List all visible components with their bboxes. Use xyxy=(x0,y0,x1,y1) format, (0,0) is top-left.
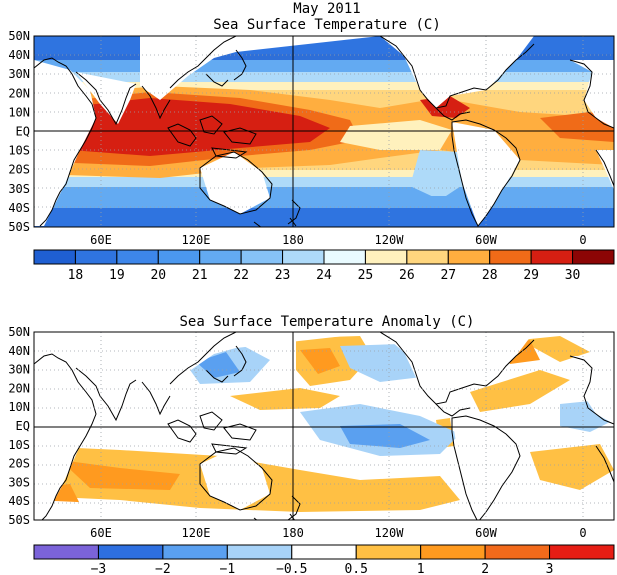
colorbar-label: 25 xyxy=(358,268,374,283)
anomaly-panel-title: Sea Surface Temperature Anomaly (C) xyxy=(179,314,474,330)
colorbar-swatch xyxy=(291,544,357,560)
colorbar-label: −3 xyxy=(91,562,107,575)
colorbar-swatch xyxy=(420,544,486,560)
colorbar-swatch xyxy=(323,249,366,265)
colorbar-label: −0.5 xyxy=(276,562,307,575)
lon-tick-label: 180 xyxy=(282,526,304,540)
lat-tick-label: 30N xyxy=(8,363,30,377)
lon-tick-label: 60E xyxy=(90,233,112,247)
lat-tick-label: 30S xyxy=(8,182,30,196)
lat-tick-label: 10N xyxy=(8,400,30,414)
colorbar-label: 24 xyxy=(316,268,332,283)
colorbar-swatch xyxy=(406,249,449,265)
colorbar-swatch xyxy=(240,249,284,265)
colorbar-swatch xyxy=(74,249,118,265)
colorbar-label: 0.5 xyxy=(344,562,367,575)
lat-tick-label: 20S xyxy=(8,163,30,177)
lat-tick-label: 20N xyxy=(8,86,30,100)
lat-tick-label: 40S xyxy=(8,494,30,508)
colorbar-label: 26 xyxy=(399,268,415,283)
anomaly-map-field xyxy=(34,332,614,520)
colorbar-label: 1 xyxy=(417,562,425,575)
colorbar-label: 28 xyxy=(482,268,498,283)
lat-tick-label: 50S xyxy=(8,513,30,527)
colorbar-swatch xyxy=(364,249,408,265)
colorbar-label: 30 xyxy=(565,268,581,283)
colorbar-swatch xyxy=(489,249,532,265)
lat-tick-label: 40N xyxy=(8,48,30,62)
lon-tick-label: 60W xyxy=(475,526,497,540)
lat-tick-label: 10S xyxy=(8,438,30,452)
sst-map-field xyxy=(34,36,614,227)
colorbar-label: 20 xyxy=(150,268,166,283)
lat-tick-label: 10S xyxy=(8,144,30,158)
colorbar-label: 27 xyxy=(440,268,456,283)
colorbar-label: 3 xyxy=(546,562,554,575)
sst-lat-labels: 50N 40N 30N 20N 10N EQ 10S 20S 30S 40S 50S xyxy=(8,29,30,234)
lon-tick-label: 60E xyxy=(90,526,112,540)
lat-tick-label: 40S xyxy=(8,201,30,215)
anomaly-lon-labels: 60E 120E 180 120W 60W 0 xyxy=(90,526,586,540)
lat-tick-label: EQ xyxy=(16,125,30,139)
lat-tick-label: 20S xyxy=(8,457,30,471)
lat-tick-label: 40N xyxy=(8,344,30,358)
lat-tick-label: 50N xyxy=(8,29,30,43)
lat-tick-label: 10N xyxy=(8,105,30,119)
lon-tick-label: 120E xyxy=(182,233,211,247)
sst-panel-title: Sea Surface Temperature (C) xyxy=(213,17,441,33)
lon-tick-label: 60W xyxy=(475,233,497,247)
lon-tick-label: 0 xyxy=(579,526,586,540)
colorbar-swatch xyxy=(549,544,615,560)
colorbar-swatch xyxy=(572,249,615,265)
lat-tick-label: 30S xyxy=(8,475,30,489)
lat-tick-label: EQ xyxy=(16,419,30,433)
lon-tick-label: 120W xyxy=(375,233,405,247)
colorbar-label: 19 xyxy=(109,268,125,283)
colorbar-label: 29 xyxy=(523,268,539,283)
colorbar-swatch xyxy=(530,249,574,265)
sst-map-frame xyxy=(33,35,615,228)
anomaly-colorbar: −3 −2 −1 −0.5 0.5 1 2 3 xyxy=(33,544,615,575)
colorbar-swatch xyxy=(226,544,293,560)
colorbar-swatch xyxy=(282,249,325,265)
sst-lon-labels: 60E 120E 180 120W 60W 0 xyxy=(90,233,586,247)
lon-tick-label: 180 xyxy=(282,233,304,247)
anomaly-gridlines xyxy=(34,332,614,520)
lat-tick-label: 50N xyxy=(8,325,30,339)
lon-tick-label: 120E xyxy=(182,526,211,540)
colorbar-label: 22 xyxy=(233,268,249,283)
anomaly-lat-labels: 50N 40N 30N 20N 10N EQ 10S 20S 30S 40S 50S xyxy=(8,325,30,527)
colorbar-label: −1 xyxy=(220,562,236,575)
colorbar-swatch xyxy=(116,249,159,265)
colorbar-swatch xyxy=(157,249,201,265)
colorbar-swatch xyxy=(447,249,491,265)
colorbar-label: 23 xyxy=(275,268,291,283)
sst-colorbar: 18 19 20 21 22 23 24 25 26 27 28 29 30 xyxy=(33,249,615,283)
colorbar-swatch xyxy=(97,544,164,560)
colorbar-swatch xyxy=(162,544,228,560)
month-title: May 2011 xyxy=(293,1,360,17)
colorbar-label: 21 xyxy=(192,268,208,283)
colorbar-swatch xyxy=(484,544,551,560)
colorbar-label: −2 xyxy=(155,562,171,575)
lat-tick-label: 50S xyxy=(8,220,30,234)
colorbar-swatch xyxy=(355,544,422,560)
sst-gridlines xyxy=(34,36,614,227)
lon-tick-label: 120W xyxy=(375,526,405,540)
colorbar-label: 18 xyxy=(68,268,84,283)
colorbar-swatch xyxy=(199,249,242,265)
lat-tick-label: 20N xyxy=(8,381,30,395)
lon-tick-label: 0 xyxy=(579,233,586,247)
colorbar-label: 2 xyxy=(481,562,489,575)
anomaly-map-frame xyxy=(33,331,615,521)
colorbar-swatch xyxy=(33,249,76,265)
lat-tick-label: 30N xyxy=(8,67,30,81)
colorbar-swatch xyxy=(33,544,99,560)
